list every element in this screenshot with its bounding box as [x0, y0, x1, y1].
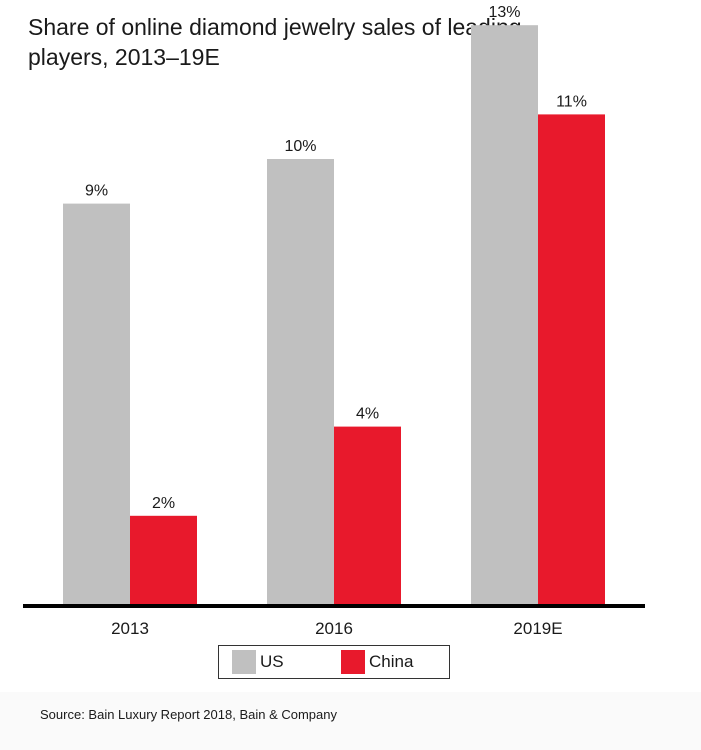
legend-label-china: China: [369, 652, 414, 671]
legend-swatch-us: [232, 650, 256, 674]
category-label-2016: 2016: [315, 619, 353, 638]
bar-us-2016: [267, 159, 334, 605]
chart-legend: US China: [218, 645, 450, 679]
value-label-us-2019e: 13%: [488, 4, 520, 21]
legend-label-us: US: [260, 652, 284, 671]
chart-title: Share of online diamond jewelry sales of…: [28, 14, 522, 70]
bar-us-2013: [63, 203, 130, 605]
legend-item-china: China: [341, 650, 413, 674]
legend-swatch-china: [341, 650, 365, 674]
legend-item-us: US: [232, 650, 284, 674]
value-label-us-2013: 9%: [85, 183, 108, 200]
bar-chart: 9% 2% 2013 10% 4% 2016 13% 11% 2019E: [23, 4, 645, 638]
value-label-china-2016: 4%: [356, 406, 379, 423]
bar-us-2019e: [471, 25, 538, 605]
category-label-2019e: 2019E: [513, 619, 562, 638]
value-label-china-2013: 2%: [152, 495, 175, 512]
value-label-us-2016: 10%: [284, 138, 316, 155]
footer-band: [0, 692, 701, 750]
bar-china-2013: [130, 515, 197, 605]
category-label-2013: 2013: [111, 619, 149, 638]
bar-china-2019e: [538, 114, 605, 606]
bar-china-2016: [334, 426, 401, 605]
value-label-china-2019e: 11%: [556, 93, 587, 110]
source-note: Source: Bain Luxury Report 2018, Bain & …: [40, 707, 338, 722]
